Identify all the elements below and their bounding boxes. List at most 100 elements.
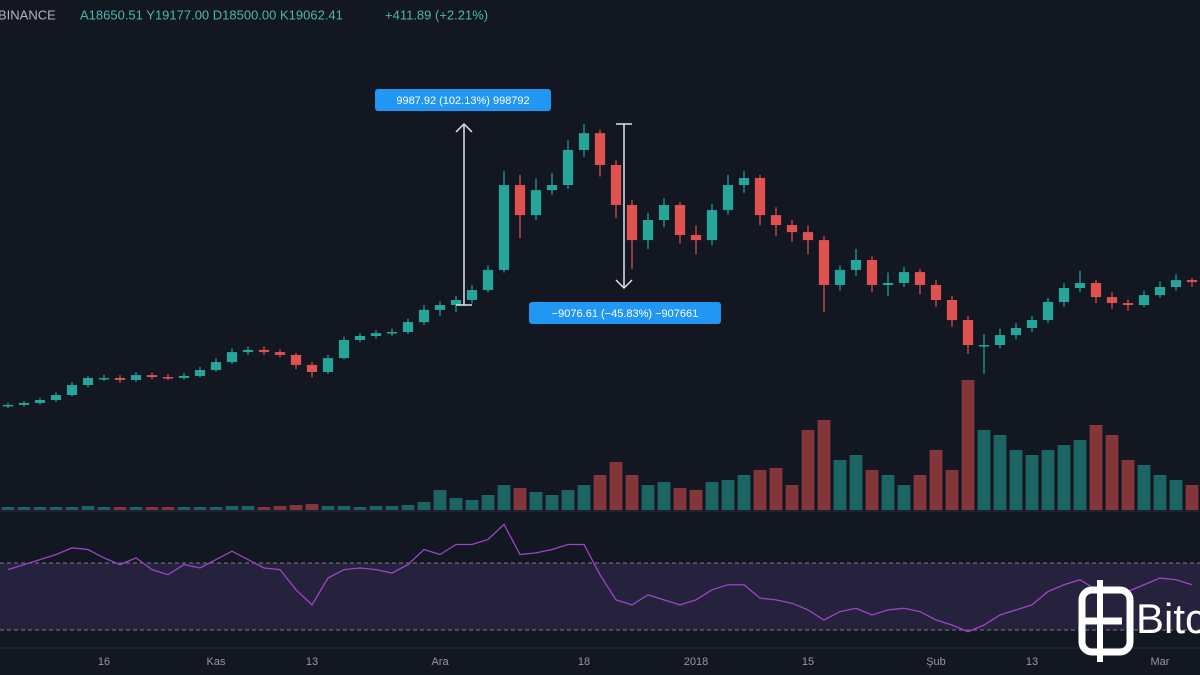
candle-body [866,259,878,285]
volume-bar [625,475,639,510]
volume-bar [673,488,687,510]
candle-body [242,349,254,353]
volume-bar [833,460,847,510]
volume-bar [49,507,63,510]
volume-bar [65,507,79,510]
volume-bar [817,420,831,510]
candle-body [1186,280,1198,283]
volume-bar [17,507,31,510]
candle-body [770,215,782,226]
candle-body [34,400,46,403]
volume-bar [865,470,879,510]
x-tick-label: 2018 [684,656,708,668]
candle-body [402,322,414,333]
candle-body [226,352,238,363]
candle-body [1170,280,1182,287]
volume-bar [449,498,463,510]
x-tick-label: 13 [1026,656,1038,668]
candle-body [738,178,750,186]
volume-bar [209,507,223,510]
volume-bar [417,502,431,510]
volume-bar [113,507,127,510]
volume-bar [257,507,271,510]
volume-bar [369,506,383,510]
volume-bar [1009,450,1023,510]
candle-body [434,305,446,310]
volume-bar [513,488,527,510]
volume-bar [705,482,719,510]
volume-bar [353,507,367,510]
candle-body [1074,282,1086,289]
candle-body [498,185,510,270]
measure-arrowhead [615,279,633,290]
candle-body [530,190,542,216]
volume-bar [929,450,943,510]
candle-body [690,235,702,241]
candle-body [210,362,222,371]
volume-bar [945,470,959,510]
volume-bar [1137,465,1151,510]
candle-body [1058,288,1070,302]
candle-body [162,377,174,379]
volume-bar [1185,485,1199,510]
candle-body [1026,320,1038,329]
candle-body [834,269,846,285]
volume-bar [1105,435,1119,510]
volume-bar [753,470,767,510]
volume-bar [545,495,559,510]
candle-body [322,358,334,372]
volume-bar [1025,455,1039,510]
volume-bar [1,507,15,510]
candle-body [178,375,190,378]
volume-bar [689,490,703,510]
candle-body [754,178,766,216]
candle-body [546,185,558,191]
volume-bar [529,492,543,510]
candle-body [882,282,894,285]
candle-body [1138,295,1150,306]
candle-body [338,339,350,359]
candle-body [386,332,398,334]
candle-body [194,370,206,376]
volume-bar [465,500,479,510]
candle-body [1090,282,1102,298]
volume-bar [401,505,415,510]
candle-body [2,404,14,407]
volume-bar [385,506,399,510]
candle-body [1010,328,1022,336]
candle-body [466,290,478,300]
volume-bar [129,507,143,510]
volume-bar [721,480,735,510]
x-tick-label: Şub [926,656,946,668]
x-tick-label: Kas [207,656,226,668]
candle-body [946,299,958,321]
x-tick-label: 15 [802,656,814,668]
volume-bar [1089,425,1103,510]
volume-bar [849,455,863,510]
exchange: BINANCE [0,7,56,22]
volume-bar [273,506,287,510]
watermark: Bitc [1078,580,1200,662]
volume-bar [145,507,159,510]
measure-label-box [375,89,551,111]
volume-bar [161,507,175,510]
candle-body [306,364,318,372]
volume-bar [241,506,255,510]
volume-bar [1121,460,1135,510]
candle-body [114,377,126,380]
candle-body [850,259,862,270]
volume-bar [977,430,991,510]
measure-label: 9987.92 (102.13%) 998792 [396,95,529,107]
volume-bar [1153,475,1167,510]
candle-body [1106,297,1118,304]
volume-bar [769,468,783,510]
volume-bar [993,435,1007,510]
volume-bar [961,380,975,510]
candle-body [514,185,526,216]
candle-body [50,394,62,401]
candle-body [802,232,814,241]
change: +411.89 (+2.21%) [385,7,488,22]
volume-bar [1041,450,1055,510]
